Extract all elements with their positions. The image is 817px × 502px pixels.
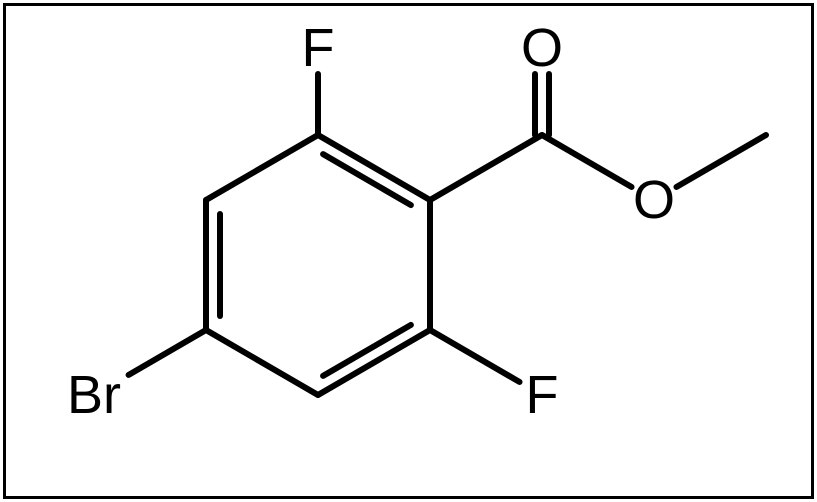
atom-label-o: O: [521, 21, 563, 75]
atom-label-f: F: [302, 21, 335, 75]
atom-label-o: O: [633, 173, 675, 227]
atom-label-f: F: [526, 368, 559, 422]
molecule-svg: [0, 0, 817, 502]
atom-label-br: Br: [67, 368, 121, 422]
